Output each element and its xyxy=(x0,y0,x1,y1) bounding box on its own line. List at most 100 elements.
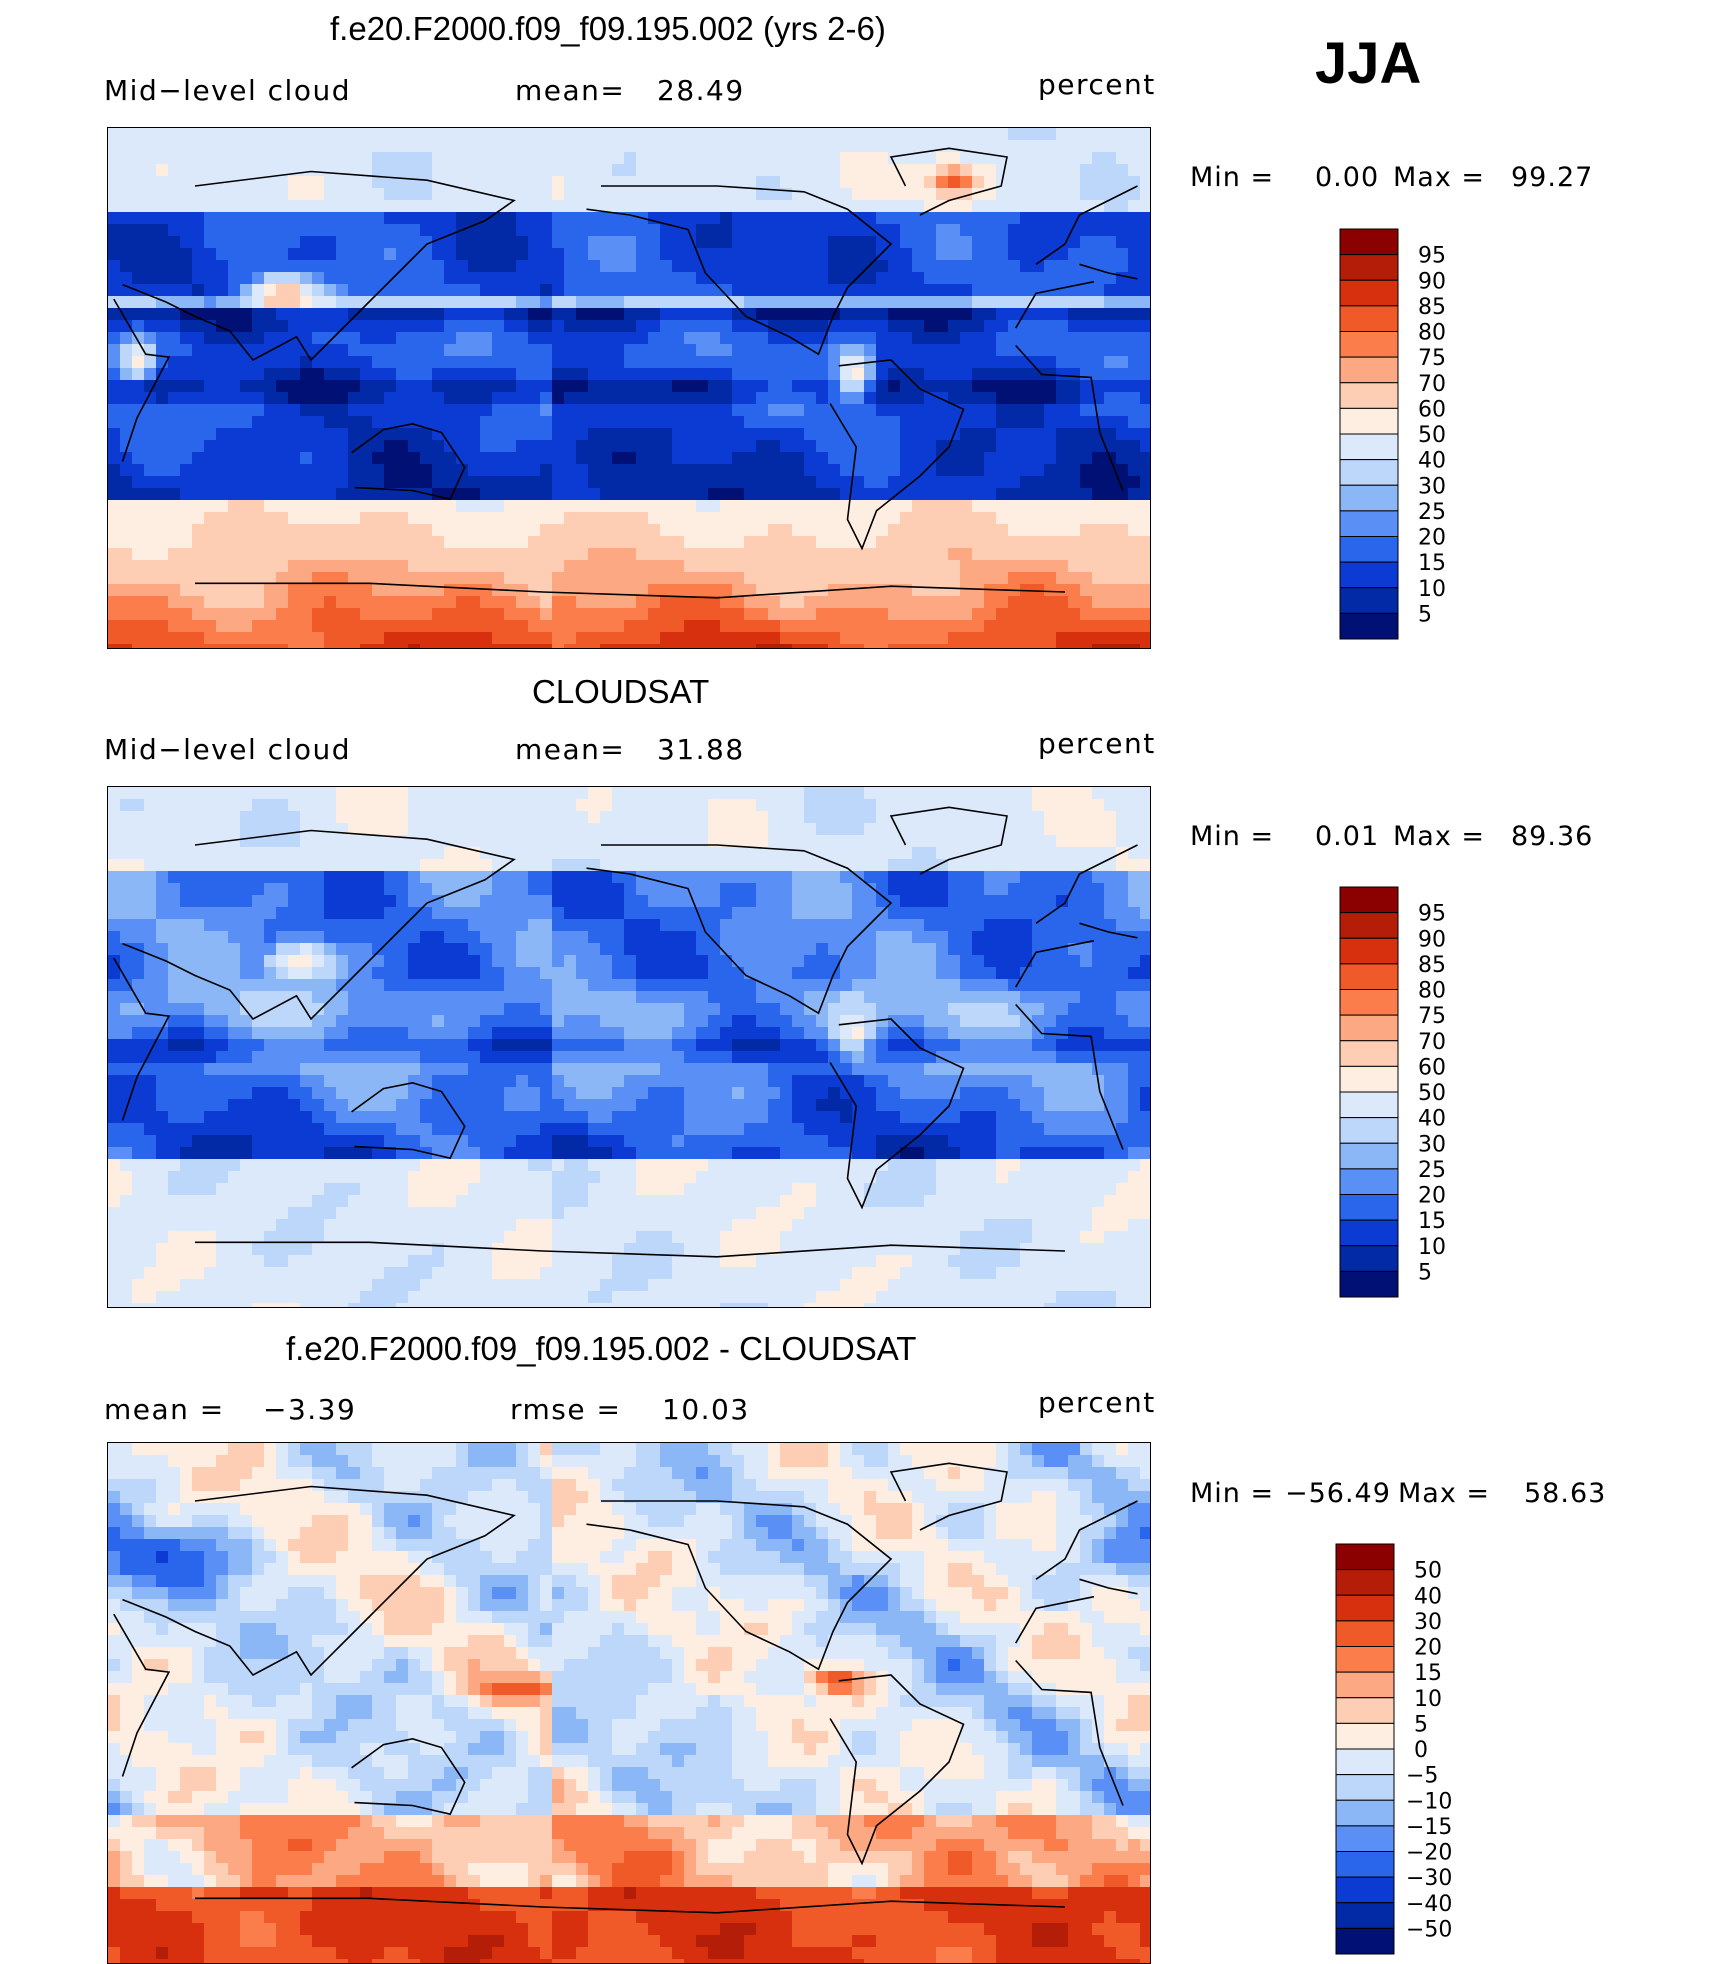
colorbar-swatch xyxy=(1339,279,1399,307)
panel3-map xyxy=(107,1442,1151,1964)
coastlines xyxy=(113,806,1138,1258)
colorbar-swatch xyxy=(1339,561,1399,589)
colorbar-tick-label: 85 xyxy=(1418,295,1446,320)
colorbar-tick-label: 90 xyxy=(1418,927,1446,952)
season-label: JJA xyxy=(1315,31,1422,96)
colorbar-swatch xyxy=(1339,1091,1399,1119)
panel1-colorbar: 95 90 85 80 75 70 60 50 40 30 25 20 15 10 5 xyxy=(1338,228,1478,648)
panel2-title: CLOUDSAT xyxy=(532,673,710,710)
colorbar-swatch xyxy=(1335,1646,1395,1673)
coastlines xyxy=(113,1462,1138,1914)
colorbar-swatch xyxy=(1339,305,1399,332)
colorbar-swatch xyxy=(1339,612,1399,640)
colorbar-swatch xyxy=(1339,331,1399,358)
colorbar-swatch xyxy=(1339,937,1399,965)
colorbar-tick-label: 50 xyxy=(1414,1559,1442,1584)
colorbar-tick-label: 15 xyxy=(1418,1209,1446,1234)
colorbar-tick-label: 80 xyxy=(1418,979,1446,1004)
colorbar-tick-label: 90 xyxy=(1418,269,1446,294)
colorbar-swatch xyxy=(1339,1245,1399,1272)
colorbar-swatch xyxy=(1339,254,1399,281)
colorbar-tick-label: 60 xyxy=(1418,397,1446,422)
map-field xyxy=(108,128,1150,648)
colorbar-swatch xyxy=(1339,459,1399,486)
panel1-min-label: Min = xyxy=(1190,162,1275,193)
colorbar-swatch xyxy=(1339,1065,1399,1093)
colorbar-swatch xyxy=(1339,433,1399,461)
colorbar-tick-label: 15 xyxy=(1414,1661,1442,1686)
colorbar-swatch xyxy=(1339,356,1399,384)
panel2-units-label: percent xyxy=(1038,727,1156,760)
colorbar-tick-label: 15 xyxy=(1418,551,1446,576)
colorbar-swatch xyxy=(1339,963,1399,990)
colorbar-tick-label: 40 xyxy=(1418,449,1446,474)
panel1-mean-value: 28.49 xyxy=(657,74,745,107)
colorbar-swatch xyxy=(1335,1927,1395,1955)
panel3-min-value: −56.49 xyxy=(1285,1478,1391,1509)
colorbar-swatch xyxy=(1335,1569,1395,1596)
colorbar-tick-label: −5 xyxy=(1406,1764,1438,1789)
colorbar-tick-label: 80 xyxy=(1418,321,1446,346)
colorbar-tick-label: 0 xyxy=(1414,1738,1428,1763)
colorbar-swatch xyxy=(1339,1270,1399,1298)
panel2-variable-label: Mid−level cloud xyxy=(104,733,351,766)
colorbar-tick-label: 25 xyxy=(1418,1158,1446,1183)
colorbar-swatch xyxy=(1339,228,1399,256)
panel2-max-label: Max = xyxy=(1393,821,1486,852)
colorbar-tick-label: 10 xyxy=(1418,577,1446,602)
panel2-mean-label: mean= xyxy=(515,733,626,766)
panel3-max-value: 58.63 xyxy=(1524,1478,1607,1509)
colorbar-swatch xyxy=(1339,1194,1399,1221)
map-field xyxy=(108,1443,1150,1963)
colorbar-tick-label: −40 xyxy=(1406,1892,1452,1917)
colorbar-swatch xyxy=(1339,912,1399,939)
panel1-max-value: 99.27 xyxy=(1511,162,1594,193)
panel3-title: f.e20.F2000.f09_f09.195.002 - CLOUDSAT xyxy=(286,1330,917,1367)
colorbar-swatch xyxy=(1335,1748,1395,1776)
panel3-units-label: percent xyxy=(1038,1386,1156,1419)
panel2-colorbar: 95 90 85 80 75 70 60 50 40 30 25 20 15 10 5 xyxy=(1338,886,1478,1306)
colorbar-tick-label: 50 xyxy=(1418,1081,1446,1106)
colorbar-swatch xyxy=(1335,1825,1395,1852)
colorbar-tick-label: 20 xyxy=(1418,1184,1446,1209)
colorbar-swatch xyxy=(1339,510,1399,537)
colorbar-swatch xyxy=(1339,1142,1399,1170)
colorbar-tick-label: 5 xyxy=(1414,1712,1428,1737)
colorbar-swatch xyxy=(1335,1697,1395,1724)
panel3-rmse-label: rmse = xyxy=(510,1393,622,1426)
colorbar-tick-label: −15 xyxy=(1406,1815,1452,1840)
panel3-min-label: Min = xyxy=(1190,1478,1275,1509)
colorbar-tick-label: 5 xyxy=(1418,602,1432,627)
panel3-colorbar: 50 40 30 20 15 10 5 0 −5 −10 −15 −20 −30 −40 −50 xyxy=(1334,1543,1484,1963)
colorbar-tick-label: 75 xyxy=(1418,1004,1446,1029)
colorbar-tick-label: 10 xyxy=(1418,1235,1446,1260)
colorbar-tick-label: 20 xyxy=(1418,526,1446,551)
panel2-mean-value: 31.88 xyxy=(657,733,745,766)
panel1-min-value: 0.00 xyxy=(1315,162,1380,193)
colorbar-tick-label: −50 xyxy=(1406,1917,1452,1942)
colorbar-tick-label: 75 xyxy=(1418,346,1446,371)
colorbar-swatch xyxy=(1339,1040,1399,1067)
colorbar-swatch xyxy=(1339,587,1399,614)
panel1-title: f.e20.F2000.f09_f09.195.002 (yrs 2-6) xyxy=(330,10,886,47)
colorbar-tick-label: 50 xyxy=(1418,423,1446,448)
colorbar-swatch xyxy=(1335,1851,1395,1878)
colorbar-swatch xyxy=(1335,1902,1395,1929)
colorbar-swatch xyxy=(1339,989,1399,1016)
colorbar-tick-label: 40 xyxy=(1418,1107,1446,1132)
colorbar-tick-label: −10 xyxy=(1406,1789,1452,1814)
panel2-min-label: Min = xyxy=(1190,821,1275,852)
colorbar-swatch xyxy=(1339,1014,1399,1042)
colorbar-tick-label: 70 xyxy=(1418,1030,1446,1055)
colorbar-swatch xyxy=(1335,1799,1395,1827)
colorbar-tick-label: 85 xyxy=(1418,953,1446,978)
panel2-max-value: 89.36 xyxy=(1511,821,1594,852)
panel3-rmse-value: 10.03 xyxy=(662,1393,750,1426)
colorbar-swatch xyxy=(1335,1620,1395,1647)
colorbar-swatch xyxy=(1335,1594,1395,1622)
colorbar-tick-label: 25 xyxy=(1418,500,1446,525)
colorbar-tick-label: −20 xyxy=(1406,1841,1452,1866)
panel3-mean-label: mean = xyxy=(104,1393,225,1426)
colorbar-tick-label: 5 xyxy=(1418,1260,1432,1285)
colorbar-tick-label: 95 xyxy=(1418,244,1446,269)
